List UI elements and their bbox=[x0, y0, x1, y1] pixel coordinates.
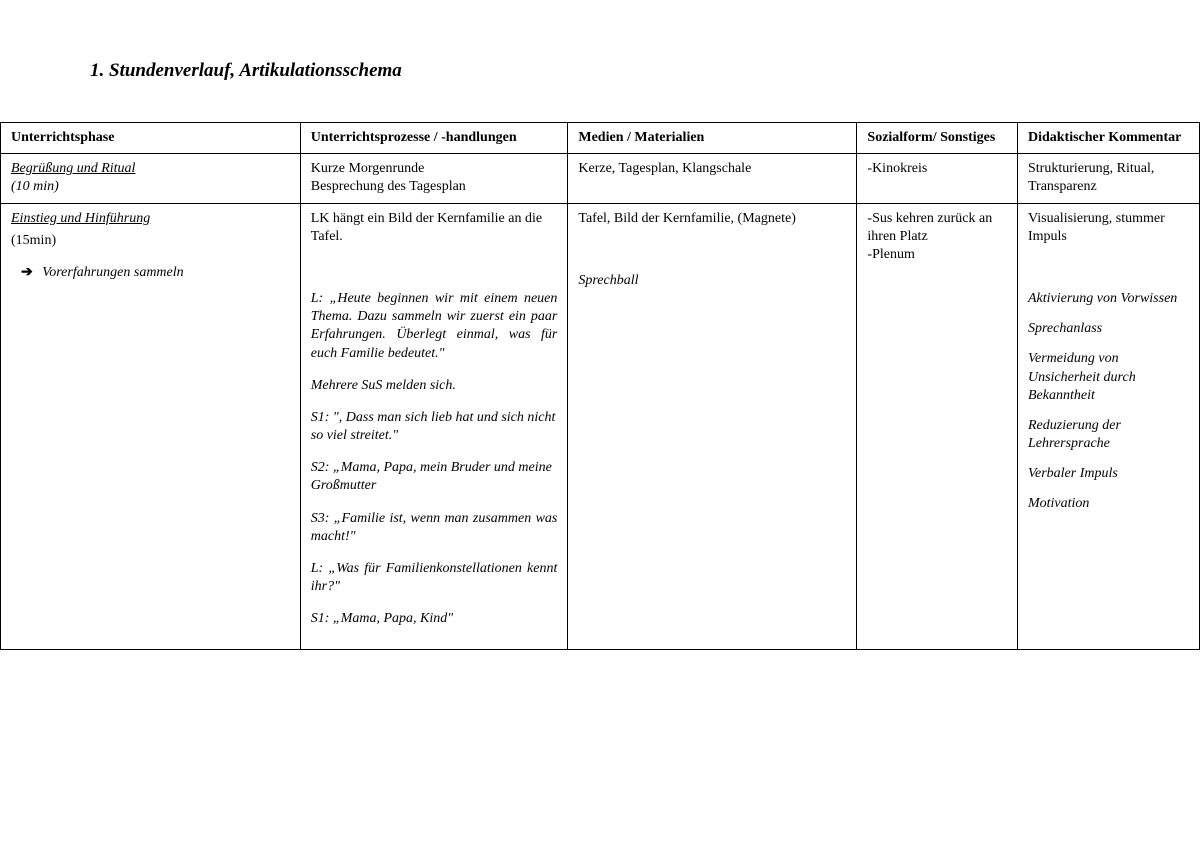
cell-social: -Kinokreis bbox=[857, 154, 1018, 203]
col-header-comment: Didaktischer Kommentar bbox=[1017, 123, 1199, 154]
cell-media: Tafel, Bild der Kernfamilie, (Magnete) S… bbox=[568, 203, 857, 649]
cell-media: Kerze, Tagesplan, Klangschale bbox=[568, 154, 857, 203]
comment-text: Visualisierung, stummer Impuls bbox=[1028, 210, 1189, 246]
comment-text: Vermeidung von Unsicherheit durch Bekann… bbox=[1028, 350, 1189, 405]
comment-text: Reduzierung der Lehrersprache bbox=[1028, 417, 1189, 453]
cell-process: LK hängt ein Bild der Kernfamilie an die… bbox=[300, 203, 568, 649]
process-text: Kurze Morgenrunde Besprechung des Tagesp… bbox=[311, 160, 558, 196]
page-title: 1. Stundenverlauf, Artikulationsschema bbox=[90, 60, 1200, 82]
phase-time: (15min) bbox=[11, 232, 290, 250]
process-text: Mehrere SuS melden sich. bbox=[311, 377, 558, 395]
cell-comment: Strukturierung, Ritual, Transparenz bbox=[1017, 154, 1199, 203]
cell-social: -Sus kehren zurück an ihren Platz -Plenu… bbox=[857, 203, 1018, 649]
phase-subitem: ➔ Vorerfahrungen sammeln bbox=[11, 264, 290, 282]
lesson-table: Unterrichtsphase Unterrichtsprozesse / -… bbox=[0, 122, 1200, 650]
col-header-media: Medien / Materialien bbox=[568, 123, 857, 154]
arrow-right-icon: ➔ bbox=[21, 265, 33, 280]
comment-text: Verbaler Impuls bbox=[1028, 465, 1189, 483]
comment-text: Aktivierung von Vorwissen bbox=[1028, 290, 1189, 308]
col-header-process: Unterrichtsprozesse / -handlungen bbox=[300, 123, 568, 154]
process-text: S3: „Familie ist, wenn man zusammen was … bbox=[311, 510, 558, 546]
media-text: Sprechball bbox=[578, 272, 846, 290]
comment-text: Motivation bbox=[1028, 495, 1189, 513]
comment-text: Strukturierung, Ritual, Transparenz bbox=[1028, 160, 1189, 196]
media-text: Kerze, Tagesplan, Klangschale bbox=[578, 160, 846, 178]
cell-process: Kurze Morgenrunde Besprechung des Tagesp… bbox=[300, 154, 568, 203]
cell-phase: Begrüßung und Ritual (10 min) bbox=[1, 154, 301, 203]
phase-title: Einstieg und Hinführung bbox=[11, 210, 290, 228]
phase-subitem-label: Vorerfahrungen sammeln bbox=[42, 265, 183, 280]
col-header-phase: Unterrichtsphase bbox=[1, 123, 301, 154]
col-header-social: Sozialform/ Sonstiges bbox=[857, 123, 1018, 154]
process-text: S2: „Mama, Papa, mein Bruder und meine G… bbox=[311, 459, 558, 495]
spacer bbox=[311, 260, 558, 290]
process-text: S1: ", Dass man sich lieb hat und sich n… bbox=[311, 409, 558, 445]
table-row: Einstieg und Hinführung (15min) ➔ Vorerf… bbox=[1, 203, 1200, 649]
phase-time: (10 min) bbox=[11, 178, 290, 196]
table-header-row: Unterrichtsphase Unterrichtsprozesse / -… bbox=[1, 123, 1200, 154]
process-text: L: „Heute beginnen wir mit einem neuen T… bbox=[311, 290, 558, 363]
spacer bbox=[1028, 260, 1189, 290]
social-text: -Sus kehren zurück an ihren Platz bbox=[867, 210, 1007, 246]
table-row: Begrüßung und Ritual (10 min) Kurze Morg… bbox=[1, 154, 1200, 203]
phase-title: Begrüßung und Ritual bbox=[11, 160, 290, 178]
cell-phase: Einstieg und Hinführung (15min) ➔ Vorerf… bbox=[1, 203, 301, 649]
cell-comment: Visualisierung, stummer Impuls Aktivieru… bbox=[1017, 203, 1199, 649]
process-text: L: „Was für Familienkonstellationen kenn… bbox=[311, 560, 558, 596]
process-text: S1: „Mama, Papa, Kind" bbox=[311, 610, 558, 628]
comment-text: Sprechanlass bbox=[1028, 320, 1189, 338]
social-text: -Plenum bbox=[867, 246, 1007, 264]
social-text: -Kinokreis bbox=[867, 160, 1007, 178]
process-text: LK hängt ein Bild der Kernfamilie an die… bbox=[311, 210, 558, 246]
spacer bbox=[578, 242, 846, 272]
media-text: Tafel, Bild der Kernfamilie, (Magnete) bbox=[578, 210, 846, 228]
page-container: 1. Stundenverlauf, Artikulationsschema U… bbox=[0, 0, 1200, 650]
